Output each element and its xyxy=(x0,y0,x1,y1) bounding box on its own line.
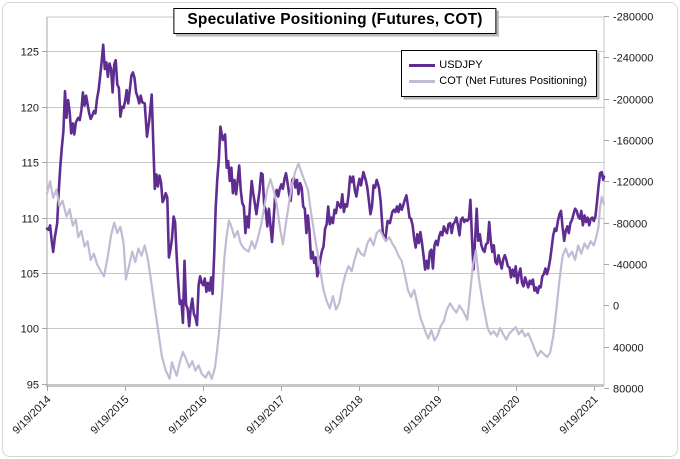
right-axis-label: -80000 xyxy=(613,219,647,231)
x-axis-label: 9/19/2019 xyxy=(402,394,445,437)
right-axis-label: -200000 xyxy=(613,95,653,107)
legend-item-cot: COT (Net Futures Positioning) xyxy=(409,74,587,88)
left-axis-label: 110 xyxy=(21,214,39,226)
legend-label-usdjpy: USDJPY xyxy=(439,59,483,71)
left-axis-label: 95 xyxy=(27,380,39,392)
x-axis-label: 9/19/2014 xyxy=(11,394,54,437)
cot-line xyxy=(45,162,606,380)
left-axis-label: 105 xyxy=(21,269,39,281)
right-axis-label: -160000 xyxy=(613,136,653,148)
chart-title: Speculative Positioning (Futures, COT) xyxy=(173,8,497,34)
x-axis-label: 9/19/2021 xyxy=(558,394,601,437)
x-axis-label: 9/19/2017 xyxy=(245,394,288,437)
right-axis-label: 0 xyxy=(613,301,619,313)
right-axis-label: -40000 xyxy=(613,260,647,272)
right-axis-label: -280000 xyxy=(613,12,653,24)
left-axis-label: 125 xyxy=(21,47,39,59)
x-axis-label: 9/19/2016 xyxy=(167,394,210,437)
line-chart: 125 120 115 110 105 100 95 -280000 -240000 -20000… xyxy=(11,12,654,437)
legend-label-cot: COT (Net Futures Positioning) xyxy=(439,75,587,87)
left-axis-label: 120 xyxy=(21,103,39,115)
legend-item-usdjpy: USDJPY xyxy=(409,58,587,72)
legend-line-usdjpy-icon xyxy=(409,63,436,67)
x-axis-label: 9/19/2015 xyxy=(89,394,132,437)
legend: USDJPY COT (Net Futures Positioning) xyxy=(401,50,597,97)
right-axis-label: 40000 xyxy=(613,343,644,355)
right-axis-label: -240000 xyxy=(613,53,653,65)
usdjpy-line xyxy=(45,43,606,328)
legend-line-cot-icon xyxy=(409,79,436,83)
x-axis-label: 9/19/2020 xyxy=(480,394,523,437)
left-axis-label: 100 xyxy=(21,324,39,336)
x-axis-label: 9/19/2018 xyxy=(323,394,366,437)
right-axis-label: 80000 xyxy=(613,384,644,396)
left-axis-label: 115 xyxy=(21,158,39,170)
right-axis-label: -120000 xyxy=(613,177,653,189)
